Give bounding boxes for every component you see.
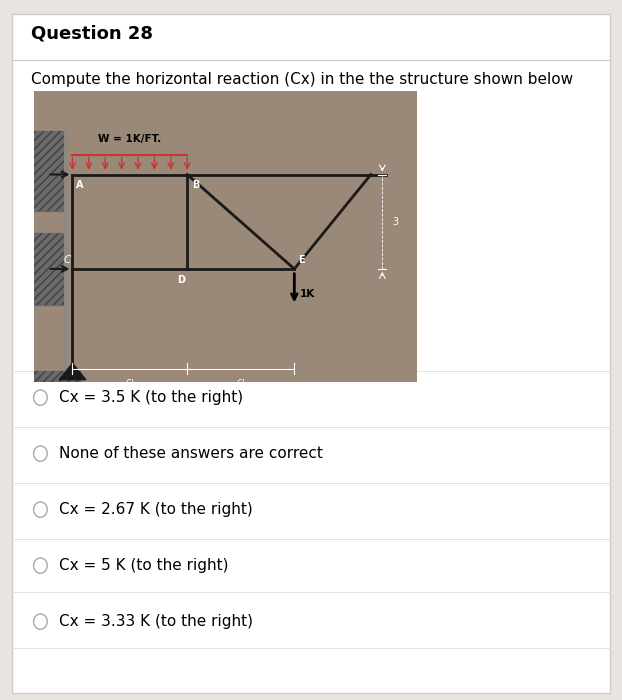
Bar <box>23 131 65 211</box>
Bar <box>23 370 80 393</box>
Text: Cx = 3.33 K (to the right): Cx = 3.33 K (to the right) <box>59 614 253 629</box>
Text: None of these answers are correct: None of these answers are correct <box>59 446 323 461</box>
Text: Cx = 5 K (to the right): Cx = 5 K (to the right) <box>59 558 229 573</box>
Text: E: E <box>298 255 305 265</box>
Text: 1K: 1K <box>300 289 315 300</box>
Text: Cx = 2.67 K (to the right): Cx = 2.67 K (to the right) <box>59 502 253 517</box>
Bar <box>23 131 65 211</box>
Text: A: A <box>75 180 83 190</box>
Text: C: C <box>63 255 70 265</box>
Bar <box>23 370 80 393</box>
Text: 3: 3 <box>392 217 398 227</box>
Text: 6': 6' <box>126 379 134 389</box>
Text: Compute the horizontal reaction (Cx) in the the structure shown below: Compute the horizontal reaction (Cx) in … <box>31 72 573 87</box>
Text: D: D <box>177 276 185 286</box>
Text: 6': 6' <box>236 379 245 389</box>
Text: Cx = 3.5 K (to the right): Cx = 3.5 K (to the right) <box>59 390 243 405</box>
Bar <box>23 232 65 305</box>
Text: Question 28: Question 28 <box>31 25 153 43</box>
FancyBboxPatch shape <box>12 14 610 693</box>
Polygon shape <box>59 363 86 379</box>
Text: B: B <box>192 180 199 190</box>
Bar <box>23 232 65 305</box>
Text: W = 1K/FT.: W = 1K/FT. <box>98 134 162 143</box>
